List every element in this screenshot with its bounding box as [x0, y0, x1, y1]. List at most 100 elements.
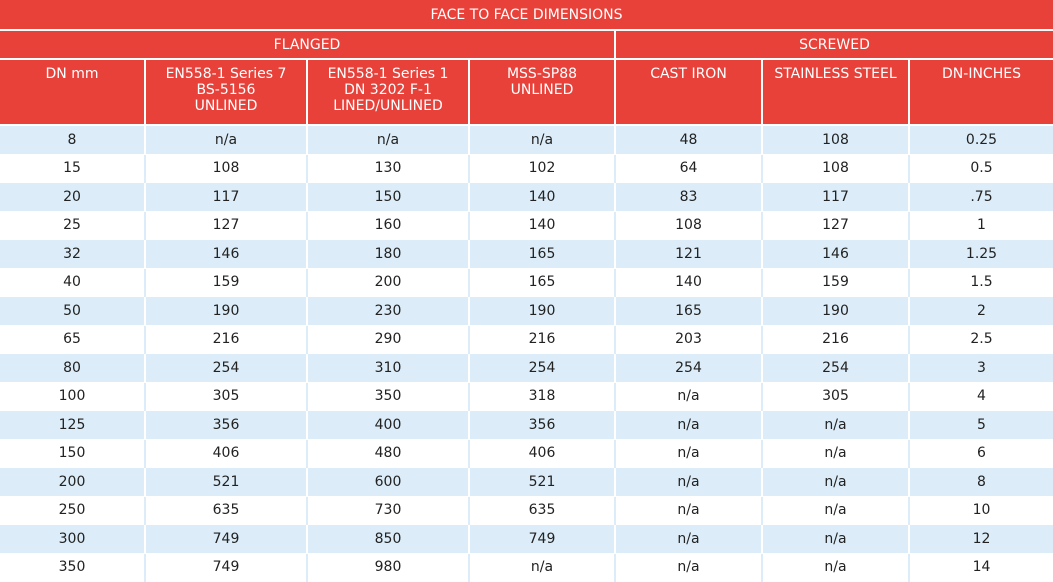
table-cell: n/a: [469, 125, 616, 155]
table-cell: 254: [469, 353, 616, 383]
table-cell: 25: [0, 211, 146, 240]
table-body: 8 n/a n/a n/a 48 108 0.25 15 108 130 102 64 108 0.5 20…: [0, 125, 1053, 582]
column-header: DN mm: [0, 59, 146, 126]
table-cell: n/a: [145, 125, 308, 155]
table-cell: n/a: [469, 553, 616, 582]
table-cell: 121: [615, 239, 763, 269]
table-cell: 127: [145, 211, 308, 240]
table-cell: 230: [307, 296, 470, 326]
table-cell: 290: [307, 325, 470, 354]
table-cell: 190: [469, 296, 616, 326]
table-cell: 64: [615, 154, 763, 183]
table-row: 125 356 400 356 n/a n/a 5: [0, 410, 1053, 440]
table-cell: n/a: [762, 439, 910, 468]
table-cell: n/a: [615, 439, 763, 468]
table-row: 25 127 160 140 108 127 1: [0, 211, 1053, 240]
table-cell: 305: [762, 382, 910, 411]
table-cell: 254: [145, 353, 308, 383]
table-cell: 2.5: [909, 325, 1053, 354]
table-cell: 108: [145, 154, 308, 183]
table-cell: n/a: [307, 125, 470, 155]
table-cell: 356: [145, 410, 308, 440]
table-cell: 190: [762, 296, 910, 326]
table-cell: n/a: [615, 524, 763, 554]
table-cell: 600: [307, 467, 470, 497]
column-header: STAINLESS STEEL: [762, 59, 910, 126]
table-row: 100 305 350 318 n/a 305 4: [0, 382, 1053, 411]
table-cell: 254: [615, 353, 763, 383]
table-cell: 635: [469, 496, 616, 525]
table-cell: 32: [0, 239, 146, 269]
table-cell: n/a: [615, 553, 763, 582]
table-cell: 165: [469, 268, 616, 297]
table-cell: n/a: [762, 467, 910, 497]
table-cell: 159: [145, 268, 308, 297]
table-cell: 140: [469, 182, 616, 212]
table-cell: 730: [307, 496, 470, 525]
table-cell: 165: [615, 296, 763, 326]
table-cell: 200: [307, 268, 470, 297]
table-cell: 350: [0, 553, 146, 582]
table-cell: 14: [909, 553, 1053, 582]
table-cell: 108: [762, 154, 910, 183]
table-cell: n/a: [762, 553, 910, 582]
table-row: 40 159 200 165 140 159 1.5: [0, 268, 1053, 297]
table-cell: 140: [615, 268, 763, 297]
table-cell: 20: [0, 182, 146, 212]
column-header: EN558-1 Series 1 DN 3202 F-1 LINED/UNLIN…: [307, 59, 470, 126]
table-cell: 5: [909, 410, 1053, 440]
table-cell: 1.5: [909, 268, 1053, 297]
table-cell: 50: [0, 296, 146, 326]
column-header: DN-INCHES: [909, 59, 1053, 126]
table-cell: 254: [762, 353, 910, 383]
table-cell: 305: [145, 382, 308, 411]
table-cell: 150: [0, 439, 146, 468]
table-cell: 40: [0, 268, 146, 297]
table-cell: 165: [469, 239, 616, 269]
table-cell: 100: [0, 382, 146, 411]
column-header: CAST IRON: [615, 59, 763, 126]
table-cell: n/a: [615, 410, 763, 440]
table-cell: 400: [307, 410, 470, 440]
table-cell: 4: [909, 382, 1053, 411]
group-header-flanged: FLANGED: [0, 30, 616, 60]
table-cell: 15: [0, 154, 146, 183]
table-cell: 130: [307, 154, 470, 183]
table-cell: 159: [762, 268, 910, 297]
table-cell: 635: [145, 496, 308, 525]
table-cell: 850: [307, 524, 470, 554]
table-row: 8 n/a n/a n/a 48 108 0.25: [0, 125, 1053, 155]
table-cell: 749: [145, 553, 308, 582]
table-cell: 2: [909, 296, 1053, 326]
table-cell: 8: [0, 125, 146, 155]
table-header: FACE TO FACE DIMENSIONS FLANGED SCREWED …: [0, 0, 1053, 126]
table-cell: 108: [762, 125, 910, 155]
table-cell: n/a: [762, 524, 910, 554]
table-cell: 117: [145, 182, 308, 212]
table-cell: 117: [762, 182, 910, 212]
table-row: 15 108 130 102 64 108 0.5: [0, 154, 1053, 183]
table-cell: 8: [909, 467, 1053, 497]
table-cell: .75: [909, 182, 1053, 212]
table-row: 20 117 150 140 83 117.75: [0, 182, 1053, 212]
table-cell: 102: [469, 154, 616, 183]
table-row: 350 749 980 n/a n/a n/a 14: [0, 553, 1053, 582]
table-cell: n/a: [615, 382, 763, 411]
table-row: 250 635 730 635 n/a n/a 10: [0, 496, 1053, 525]
table-cell: 216: [145, 325, 308, 354]
group-header-screwed: SCREWED: [615, 30, 1053, 60]
table-cell: 83: [615, 182, 763, 212]
table-cell: 521: [145, 467, 308, 497]
table-cell: 480: [307, 439, 470, 468]
table-row: 300 749 850 749 n/a n/a 12: [0, 524, 1053, 554]
table-cell: 0.5: [909, 154, 1053, 183]
column-header: MSS-SP88 UNLINED: [469, 59, 616, 126]
table-cell: 80: [0, 353, 146, 383]
table-row: 150 406 480 406 n/a n/a 6: [0, 439, 1053, 468]
table-cell: 65: [0, 325, 146, 354]
table-cell: 146: [762, 239, 910, 269]
table-cell: 980: [307, 553, 470, 582]
table-cell: 127: [762, 211, 910, 240]
table-cell: 146: [145, 239, 308, 269]
